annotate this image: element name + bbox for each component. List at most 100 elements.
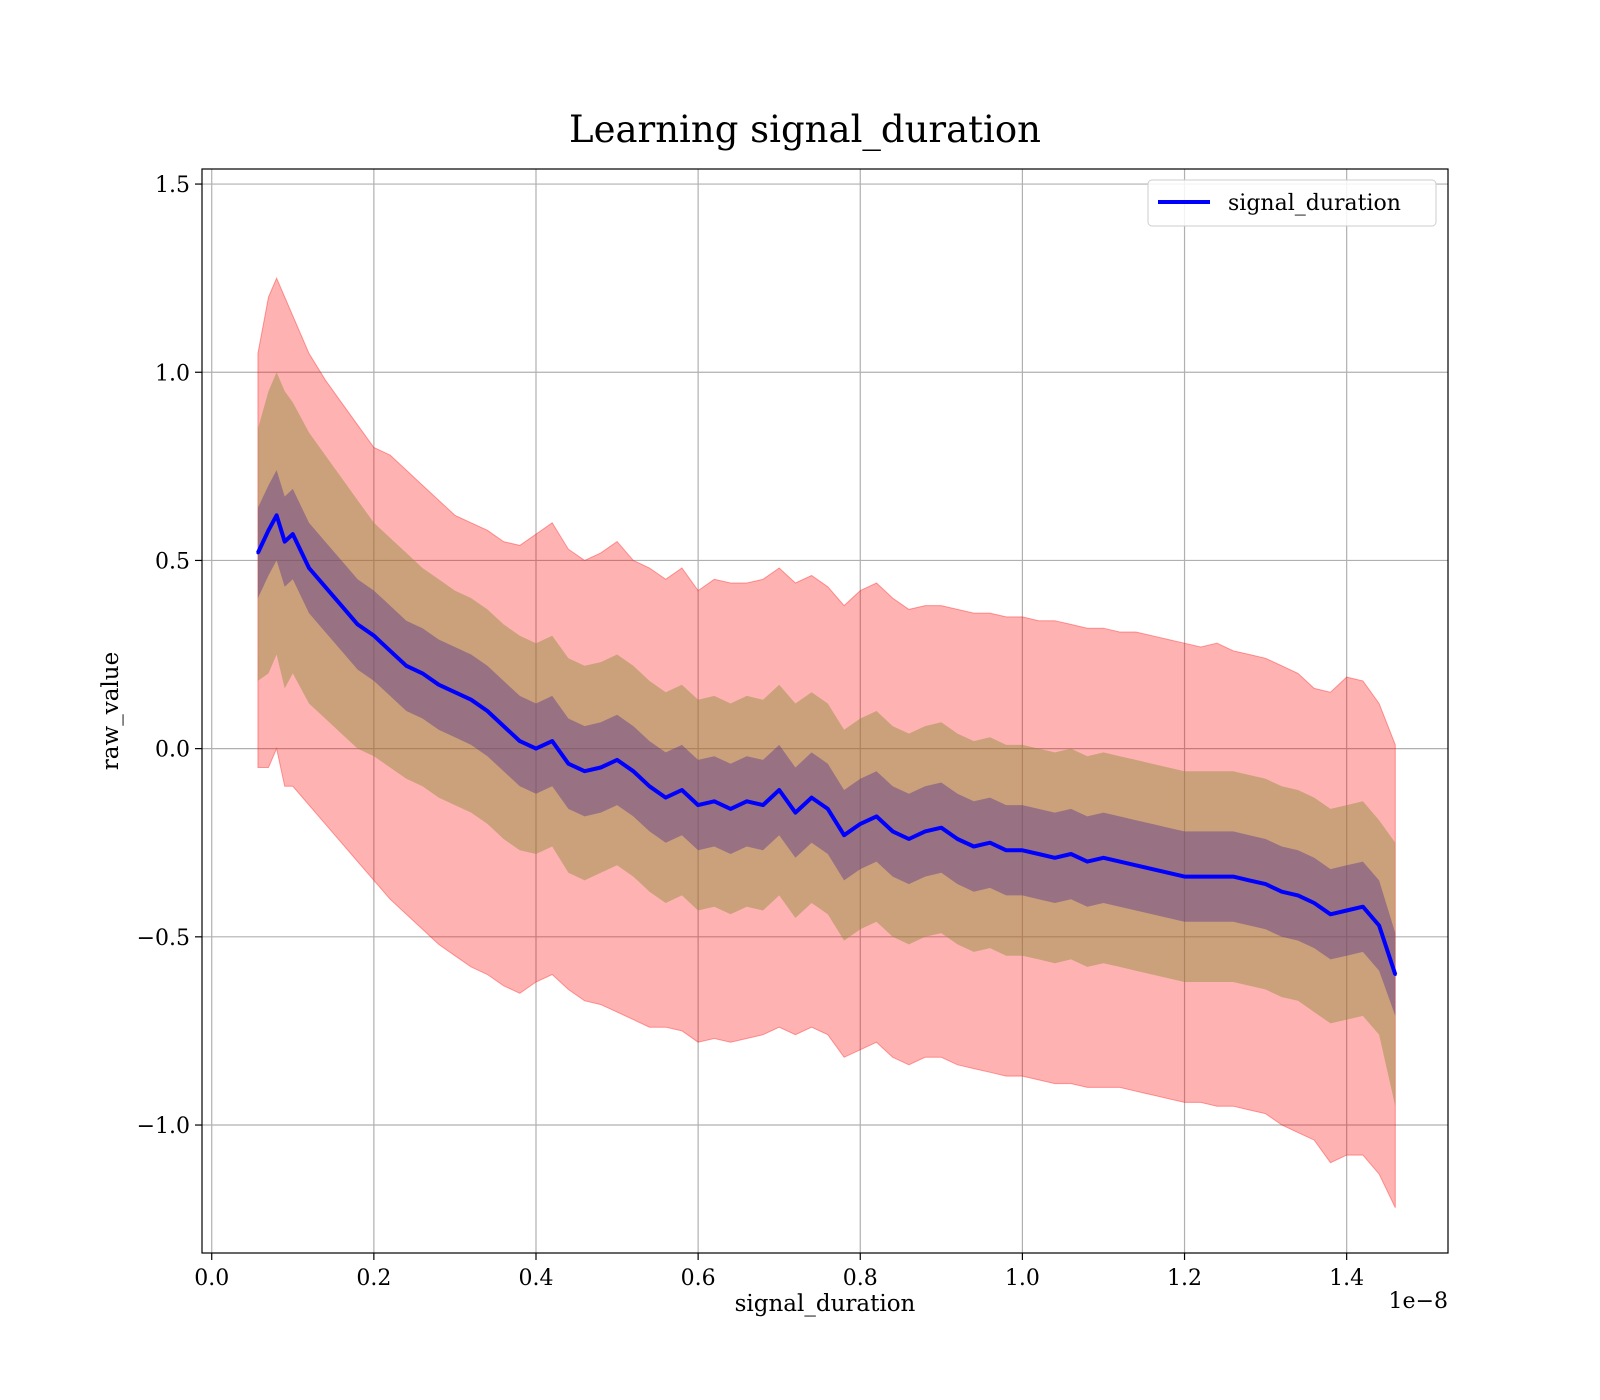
data-point xyxy=(1264,882,1268,886)
plot-frame xyxy=(201,168,1449,1254)
x-axis-ticks: 0.0 0.2 0.4 0.6 0.8 1.0 1.2 1.4 xyxy=(194,1253,1364,1291)
data-point xyxy=(502,724,506,728)
data-point xyxy=(437,683,441,687)
data-point xyxy=(1247,878,1251,882)
x-tick-label: 0.8 xyxy=(843,1266,878,1291)
data-point xyxy=(1377,924,1381,927)
data-point xyxy=(307,566,311,570)
x-axis-offset-text: 1e−8 xyxy=(1389,1289,1448,1314)
data-point xyxy=(566,762,570,766)
data-point xyxy=(761,803,765,807)
data-point xyxy=(1393,973,1397,976)
confidence-bands xyxy=(257,276,1396,1209)
data-point xyxy=(729,807,733,811)
x-tick-label: 0.4 xyxy=(518,1266,553,1291)
data-point xyxy=(1004,848,1008,852)
data-point xyxy=(1020,848,1024,852)
data-point xyxy=(404,664,408,668)
band-middle xyxy=(257,372,1396,1107)
data-point xyxy=(372,634,376,638)
y-tick-label: −0.5 xyxy=(137,926,190,951)
data-point xyxy=(680,788,684,792)
data-point xyxy=(1134,863,1138,867)
data-point xyxy=(388,649,392,653)
data-point xyxy=(1037,852,1041,856)
band-outer xyxy=(257,276,1396,1209)
data-point xyxy=(923,829,927,833)
data-point xyxy=(664,796,668,800)
data-point xyxy=(267,528,270,532)
data-point xyxy=(485,709,489,713)
data-point xyxy=(534,747,538,751)
x-tick-label: 1.2 xyxy=(1167,1266,1202,1291)
data-point xyxy=(891,829,895,833)
y-axis-label: raw_value xyxy=(98,652,124,770)
data-point xyxy=(956,837,959,841)
data-point xyxy=(1150,867,1154,871)
data-point xyxy=(1215,875,1219,879)
data-point xyxy=(1345,909,1349,912)
y-tick-label: 1.5 xyxy=(155,173,190,198)
data-point xyxy=(696,803,700,807)
data-point xyxy=(1069,852,1073,856)
x-axis-label: signal_duration xyxy=(735,1291,916,1317)
x-tick-label: 0.0 xyxy=(194,1266,229,1291)
legend: signal_duration xyxy=(1147,179,1437,227)
data-point xyxy=(356,622,360,626)
data-point xyxy=(1199,875,1203,879)
data-point xyxy=(858,822,862,826)
data-point xyxy=(1329,912,1332,916)
data-point xyxy=(1102,856,1105,860)
data-point xyxy=(291,532,295,536)
y-tick-label: −1.0 xyxy=(137,1114,190,1139)
data-point xyxy=(793,811,797,815)
data-point xyxy=(1183,875,1186,879)
data-point xyxy=(648,784,651,788)
legend-box xyxy=(1147,179,1437,227)
data-point xyxy=(810,796,814,800)
data-point xyxy=(421,671,424,675)
x-tick-label: 0.6 xyxy=(681,1266,716,1291)
data-point xyxy=(550,739,554,743)
data-point xyxy=(275,513,279,517)
data-point xyxy=(469,698,473,702)
data-point xyxy=(1231,875,1235,879)
y-tick-label: 1.0 xyxy=(155,361,190,386)
data-point xyxy=(988,841,992,845)
data-point xyxy=(1085,860,1089,864)
data-point xyxy=(631,769,635,773)
x-tick-label: 1.0 xyxy=(1005,1266,1040,1291)
y-axis-ticks: −1.0 −0.5 0.0 0.5 1.0 1.5 xyxy=(137,173,202,1139)
x-tick-label: 0.2 xyxy=(356,1266,391,1291)
data-point xyxy=(875,814,878,818)
data-point xyxy=(712,799,716,803)
data-point xyxy=(1361,905,1365,909)
data-point xyxy=(826,807,830,811)
data-point xyxy=(323,585,327,589)
data-point xyxy=(615,758,619,762)
data-point xyxy=(599,766,603,769)
data-point xyxy=(939,826,943,830)
data-point xyxy=(1166,871,1170,875)
legend-label: signal_duration xyxy=(1228,191,1401,216)
data-point xyxy=(339,604,343,608)
data-point xyxy=(777,788,781,792)
series-lines xyxy=(256,513,1398,976)
data-point xyxy=(518,739,522,743)
band-inner xyxy=(257,470,1396,1016)
grid xyxy=(202,169,1448,1253)
data-point xyxy=(745,799,749,803)
data-point xyxy=(1296,893,1300,897)
data-point xyxy=(1312,901,1316,905)
y-tick-label: 0.0 xyxy=(155,738,190,763)
data-point xyxy=(1053,856,1057,860)
data-point xyxy=(583,769,587,773)
data-point xyxy=(1118,860,1122,864)
data-point xyxy=(453,690,457,694)
data-point xyxy=(842,833,846,837)
chart-title: Learning signal_duration xyxy=(569,108,1041,152)
data-point xyxy=(1280,890,1284,894)
data-point xyxy=(972,845,976,848)
